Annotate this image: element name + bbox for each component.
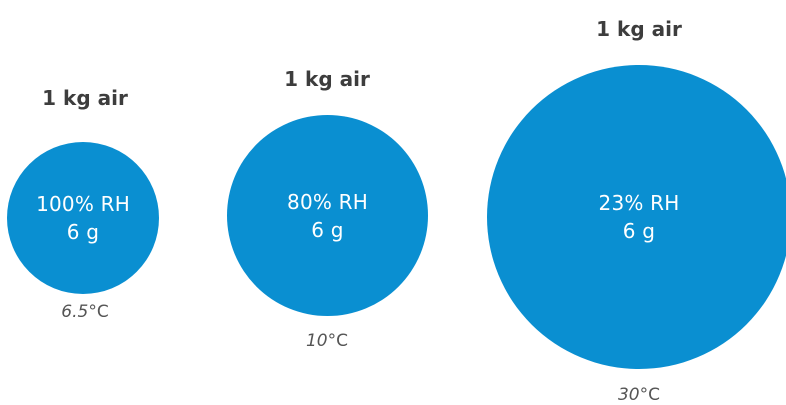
group-1-circle: 100% RH 6 g (7, 142, 159, 294)
group-3-moisture: 6 g (622, 219, 656, 243)
group-2-label: 1 kg air (284, 67, 370, 91)
group-2-temp-unit: °C (327, 331, 349, 351)
group-3-temperature: 30°C (618, 385, 660, 405)
group-3-label: 1 kg air (596, 17, 682, 41)
group-2-rh: 80% RH (287, 189, 368, 214)
group-1-label: 1 kg air (42, 86, 128, 110)
group-2-temperature: 10°C (306, 331, 348, 351)
group-2-temp-value: 10 (305, 331, 328, 351)
group-1-temperature: 6.5°C (61, 302, 108, 322)
group-3-rh: 23% RH (598, 191, 680, 215)
group-1-rh: 100% RH (36, 192, 130, 216)
group-2-circle: 80% RH 6 g (227, 115, 428, 316)
group-2-moisture: 6 g (311, 217, 344, 242)
group-1-moisture: 6 g (66, 220, 100, 244)
group-1-temp-value: 6.5 (61, 302, 89, 322)
group-3-temp-unit: °C (639, 385, 661, 405)
group-3-temp-value: 30 (617, 385, 640, 405)
group-1-temp-unit: °C (88, 302, 109, 322)
group-3-circle: 23% RH 6 g (487, 65, 786, 369)
